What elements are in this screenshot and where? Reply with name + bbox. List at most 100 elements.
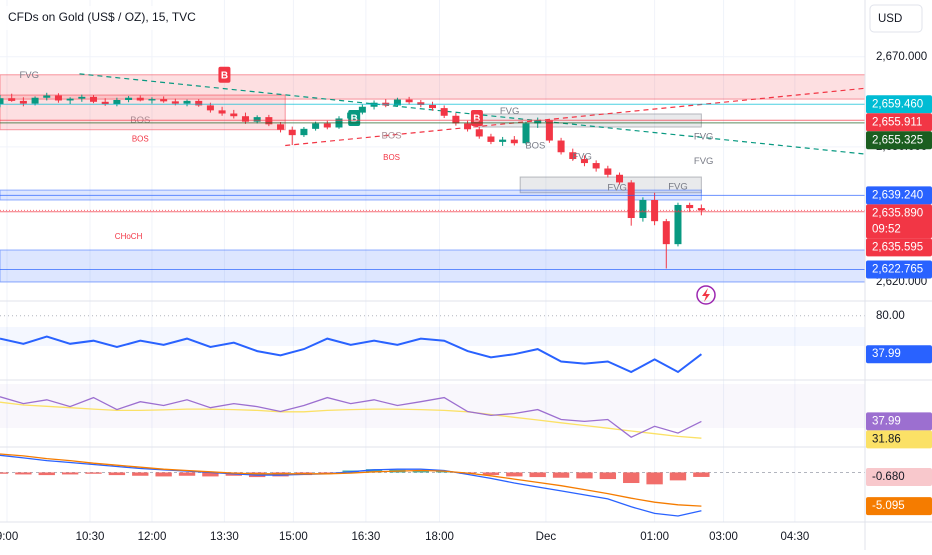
signal-badge xyxy=(348,110,361,127)
trend-line xyxy=(285,87,866,147)
candle-body xyxy=(136,97,144,101)
price-label-box xyxy=(866,467,932,486)
candle-body xyxy=(31,97,39,104)
candle-body xyxy=(90,96,98,102)
x-tick-label: 04:30 xyxy=(780,531,809,543)
x-tick-label: Dec xyxy=(536,531,557,543)
y-tick-label: 2,620.000 xyxy=(876,276,927,288)
trend-line xyxy=(79,73,866,155)
candle-body xyxy=(639,200,647,219)
title-bg xyxy=(0,6,180,30)
currency: USD xyxy=(878,13,902,25)
histogram-bar xyxy=(576,472,593,479)
alert-icon xyxy=(696,285,716,305)
annotation: BOS xyxy=(382,131,402,142)
candle-body xyxy=(66,98,74,101)
annotation: FVG xyxy=(500,106,520,117)
histogram-bar xyxy=(108,472,126,476)
histogram-bar xyxy=(599,472,617,480)
candle-body xyxy=(545,120,553,141)
candle-body xyxy=(78,96,86,99)
price-label-box xyxy=(866,95,932,114)
annotation: BOS xyxy=(525,140,545,151)
candle-body xyxy=(300,128,308,136)
candle-body xyxy=(125,97,133,100)
candle-body xyxy=(580,159,588,164)
annotation: FVG xyxy=(572,151,592,162)
candle-body xyxy=(499,139,507,142)
pane-band xyxy=(0,327,865,346)
price-label-box xyxy=(866,131,932,150)
price-label: 2,635.890 xyxy=(872,207,923,219)
candle-body xyxy=(195,100,203,106)
price-label: 2,622.765 xyxy=(872,264,923,276)
candle-body xyxy=(218,110,226,114)
price-label-box xyxy=(866,204,932,239)
candle-body xyxy=(616,174,624,183)
indicator-line xyxy=(0,453,702,507)
candle-body xyxy=(148,99,156,101)
countdown: 09:52 xyxy=(872,223,901,235)
histogram-bar xyxy=(482,472,500,476)
annotation: FVG xyxy=(668,181,688,192)
histogram-bar xyxy=(365,469,383,473)
signal-badge xyxy=(470,110,483,127)
candle-body xyxy=(183,100,191,104)
signal-label: B xyxy=(351,114,358,125)
candle-body xyxy=(522,123,530,144)
histogram-bar xyxy=(15,472,32,475)
histogram-bar xyxy=(85,472,102,474)
histogram-bar xyxy=(623,472,640,484)
x-tick-label: 10:30 xyxy=(76,531,105,543)
candle-body xyxy=(230,113,238,117)
candle-body xyxy=(312,123,320,129)
background-layer xyxy=(0,0,866,522)
histogram-bar xyxy=(319,472,336,474)
histogram-bar xyxy=(132,472,149,476)
candle-body xyxy=(171,101,179,104)
price-label-box xyxy=(866,497,932,516)
histogram-bar xyxy=(669,472,687,481)
candle-body xyxy=(206,105,214,111)
candle-body xyxy=(113,100,121,105)
price-label: 31.86 xyxy=(872,433,901,445)
signal-label: B xyxy=(221,70,228,81)
annotation: FVG xyxy=(694,131,714,142)
candle-body xyxy=(662,221,670,245)
candle-body xyxy=(604,168,612,175)
candle-body xyxy=(510,139,518,144)
price-label: -0.680 xyxy=(872,471,905,483)
candle-body xyxy=(288,129,296,136)
price-label-box xyxy=(866,260,932,279)
x-tick-label: 13:30 xyxy=(210,531,239,543)
annotation: CHoCH xyxy=(115,232,143,241)
candle-body xyxy=(241,116,249,122)
annotation: FVG xyxy=(19,70,39,81)
histogram-bar xyxy=(412,470,429,473)
candle-body xyxy=(440,108,448,116)
candle-body xyxy=(627,182,635,219)
candle-body xyxy=(487,136,495,142)
annotation: FVG xyxy=(607,182,627,193)
indicator-line xyxy=(0,454,702,517)
signal-label: B xyxy=(473,114,480,125)
candle-body xyxy=(0,98,4,105)
price-label: 2,659.460 xyxy=(872,98,923,110)
currency-button[interactable] xyxy=(869,4,923,33)
zone xyxy=(519,176,702,194)
candle-body xyxy=(475,129,483,137)
indicator-line xyxy=(0,396,702,438)
histogram-bar xyxy=(436,471,453,473)
zone xyxy=(0,249,866,283)
price-label: 2,635.595 xyxy=(872,241,923,253)
candle-body xyxy=(557,140,565,153)
candle-body xyxy=(452,115,460,124)
histogram-bar xyxy=(178,472,196,476)
candle-body xyxy=(428,104,437,109)
candle-body xyxy=(686,204,694,209)
price-label: 2,655.911 xyxy=(872,116,922,128)
price-label: 2,639.240 xyxy=(872,189,923,201)
